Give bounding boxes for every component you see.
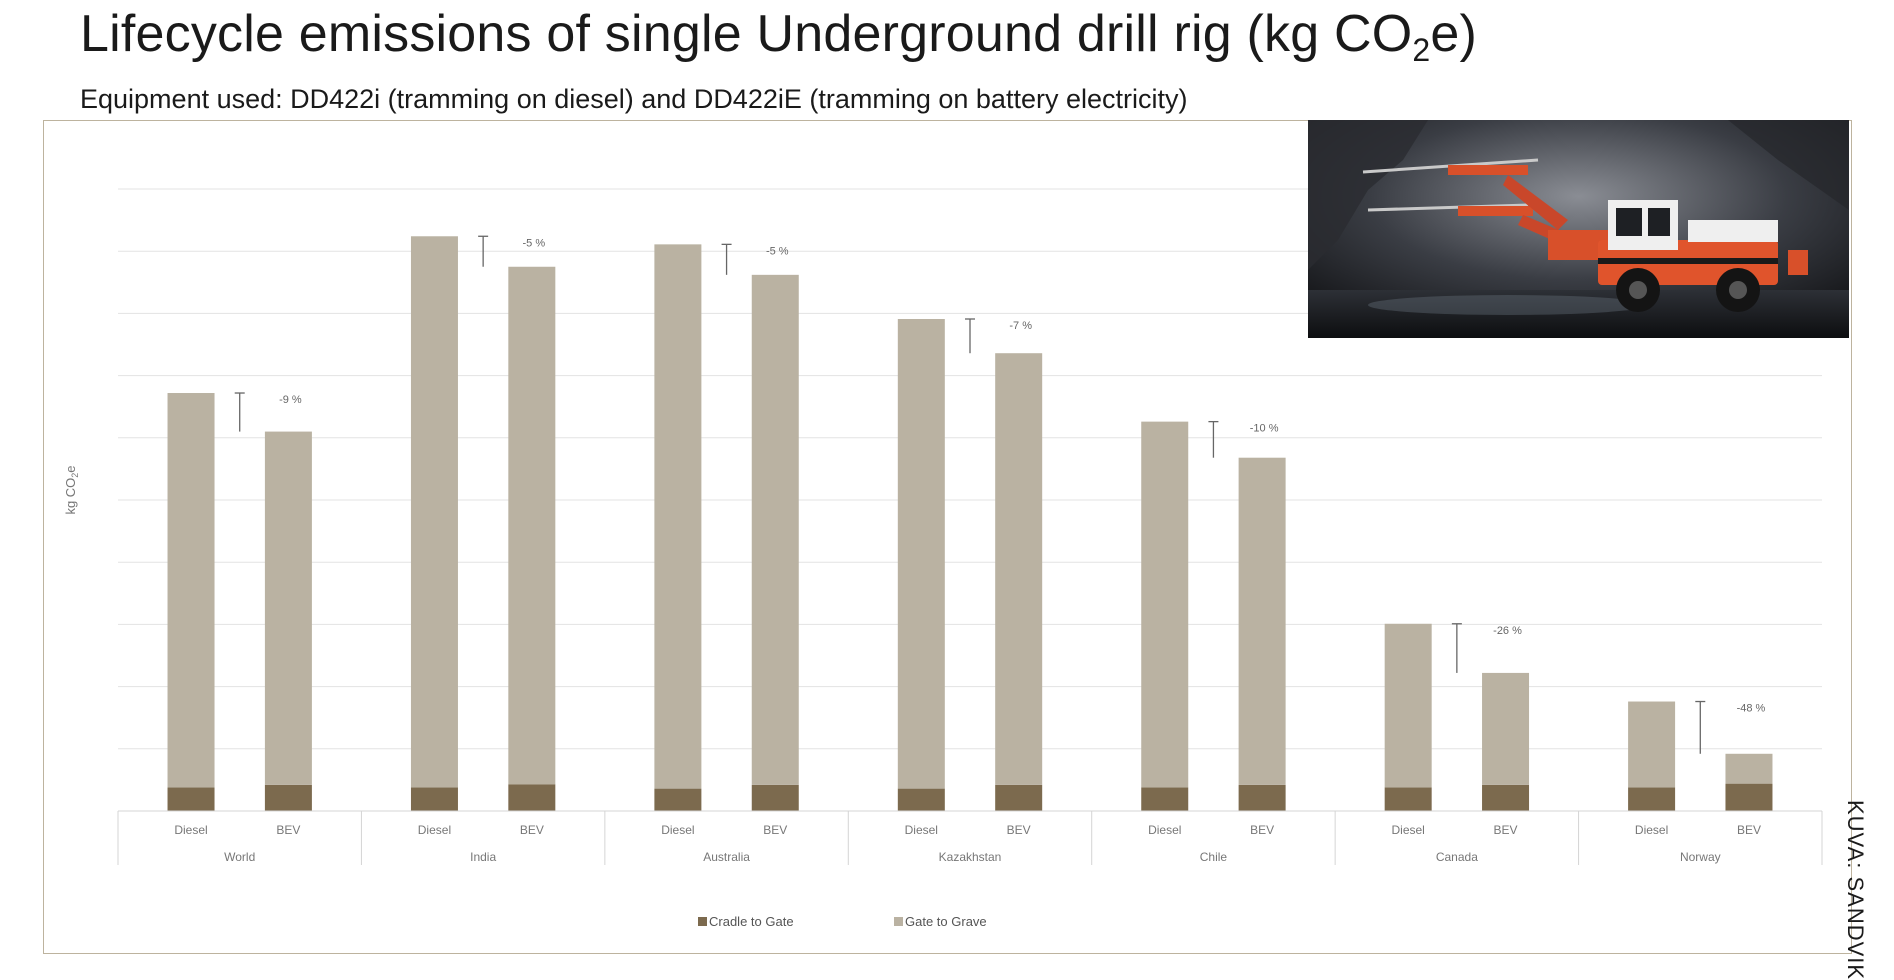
bar-australia-diesel-gate-to-grave — [654, 244, 702, 789]
bar-category-label: Diesel — [1148, 823, 1181, 837]
legend-label: Cradle to Gate — [709, 914, 794, 929]
bar-australia-bev-gate-to-grave — [751, 274, 799, 785]
bar-india-bev-gate-to-grave — [508, 266, 556, 785]
group-label-kazakhstan: Kazakhstan — [939, 850, 1002, 864]
bar-chile-diesel-cradle-to-gate — [1141, 787, 1189, 811]
bar-canada-bev-gate-to-grave — [1482, 672, 1530, 785]
bar-category-label: BEV — [763, 823, 787, 837]
difference-annotation-chile: -10 % — [1250, 423, 1279, 435]
group-label-norway: Norway — [1680, 850, 1721, 864]
bar-world-diesel-cradle-to-gate — [167, 787, 215, 811]
group-label-australia: Australia — [703, 850, 750, 864]
bar-category-label: BEV — [1737, 823, 1761, 837]
bar-category-label: Diesel — [905, 823, 938, 837]
group-label-chile: Chile — [1200, 850, 1228, 864]
legend-item-gate-to-grave: Gate to Grave — [894, 914, 987, 929]
difference-annotation-kazakhstan: -7 % — [1009, 320, 1032, 332]
difference-annotation-india: -5 % — [523, 237, 546, 249]
title-main: Lifecycle emissions of single Undergroun… — [80, 5, 1413, 63]
chart-subtitle: Equipment used: DD422i (tramming on dies… — [80, 84, 1188, 114]
x-axis: Diesel BEV World Diesel BEV India Diesel BEV Aus… — [117, 810, 1823, 865]
legend-swatch — [698, 917, 707, 926]
bar-kazakhstan-bev-cradle-to-gate — [995, 784, 1043, 811]
bar-india-diesel-cradle-to-gate — [410, 787, 458, 811]
bar-canada-bev-cradle-to-gate — [1482, 784, 1530, 811]
drill-rig-photo — [1308, 120, 1849, 338]
chart-frame — [43, 120, 1852, 954]
bar-canada-diesel-gate-to-grave — [1384, 623, 1432, 788]
bar-india-diesel-gate-to-grave — [410, 236, 458, 788]
bars — [167, 236, 1773, 811]
bar-canada-diesel-cradle-to-gate — [1384, 787, 1432, 811]
bar-world-bev-gate-to-grave — [264, 431, 312, 785]
bar-india-bev-cradle-to-gate — [508, 784, 556, 811]
bar-norway-diesel-cradle-to-gate — [1628, 787, 1676, 811]
title-suffix: e) — [1430, 5, 1478, 63]
bar-world-diesel-gate-to-grave — [167, 393, 215, 788]
bar-world-bev-cradle-to-gate — [264, 784, 312, 811]
bar-australia-diesel-cradle-to-gate — [654, 788, 702, 811]
y-axis-label: kg CO2e — [63, 465, 80, 514]
bar-category-label: BEV — [1494, 823, 1518, 837]
annotations: -9 % -5 % -5 % -7 % -10 % -26 % -48 % — [234, 235, 1766, 754]
bar-category-label: BEV — [520, 823, 544, 837]
bar-category-label: Diesel — [174, 823, 207, 837]
bar-chile-bev-gate-to-grave — [1238, 457, 1286, 785]
title-subscript: 2 — [1412, 32, 1431, 68]
legend-item-cradle-to-gate: Cradle to Gate — [698, 914, 794, 929]
bar-category-label: Diesel — [418, 823, 451, 837]
group-label-india: India — [470, 850, 496, 864]
bar-category-label: BEV — [1250, 823, 1274, 837]
bar-chile-diesel-gate-to-grave — [1141, 421, 1189, 788]
bar-category-label: Diesel — [1635, 823, 1668, 837]
bar-norway-bev-gate-to-grave — [1725, 753, 1773, 784]
bar-australia-bev-cradle-to-gate — [751, 784, 799, 811]
bar-norway-bev-cradle-to-gate — [1725, 783, 1773, 811]
bar-kazakhstan-diesel-cradle-to-gate — [897, 788, 945, 811]
difference-annotation-norway: -48 % — [1737, 703, 1766, 715]
bar-kazakhstan-diesel-gate-to-grave — [897, 318, 945, 789]
bar-chile-bev-cradle-to-gate — [1238, 784, 1286, 811]
bar-norway-diesel-gate-to-grave — [1628, 701, 1676, 788]
group-label-world: World — [224, 850, 255, 864]
difference-annotation-australia: -5 % — [766, 245, 789, 257]
legend-label: Gate to Grave — [905, 914, 987, 929]
photo-credit: KUVA: SANDVIK — [1843, 800, 1868, 980]
bar-category-label: Diesel — [661, 823, 694, 837]
chart-title: Lifecycle emissions of single Undergroun… — [80, 4, 1478, 66]
bar-kazakhstan-bev-gate-to-grave — [995, 353, 1043, 785]
bar-category-label: BEV — [1007, 823, 1031, 837]
group-label-canada: Canada — [1436, 850, 1478, 864]
legend-swatch — [894, 917, 903, 926]
bar-category-label: BEV — [276, 823, 300, 837]
difference-annotation-world: -9 % — [279, 394, 302, 406]
bar-category-label: Diesel — [1391, 823, 1424, 837]
difference-annotation-canada: -26 % — [1493, 625, 1522, 637]
